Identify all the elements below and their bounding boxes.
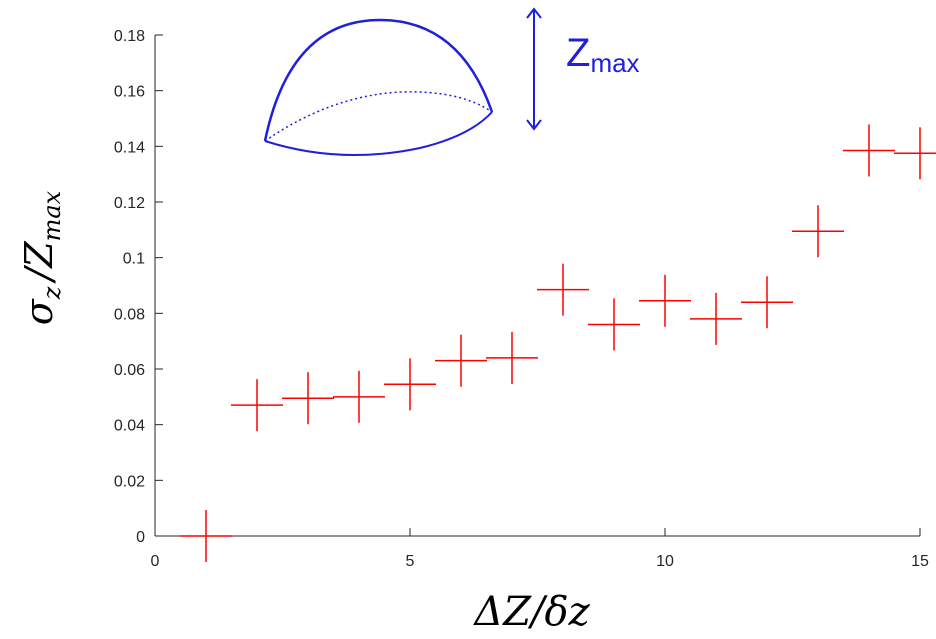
data-point-marker <box>537 263 589 316</box>
data-point-marker <box>690 292 742 345</box>
y-axis-title-mid: /Z <box>17 241 61 285</box>
y-tick-label: 0.02 <box>114 473 145 490</box>
inset-diagram: Zmax <box>263 7 640 157</box>
data-point-marker <box>843 124 895 177</box>
x-axis-title: ΔZ/δz <box>472 589 590 635</box>
y-tick-label: 0.1 <box>123 251 145 268</box>
dome-base-back <box>264 91 493 142</box>
y-axis-title: σz/Zmax <box>17 190 66 325</box>
dome-shape-icon <box>263 18 494 142</box>
inset-label: Zmax <box>566 31 640 78</box>
x-tick-label: 15 <box>911 553 929 570</box>
y-tick-label: 0.16 <box>114 84 145 101</box>
axes: 0 5 10 15 00.020.040.060.080.10.120.140.160… <box>114 28 929 570</box>
data-point-marker <box>180 510 232 562</box>
y-tick-label: 0.06 <box>114 362 145 379</box>
x-tick-label: 0 <box>151 553 160 570</box>
y-axis-title-sigma: σ <box>17 298 61 325</box>
y-tick-label: 0 <box>136 529 145 546</box>
inset-label-main: Z <box>566 31 590 75</box>
y-ticks: 0 0.02 0.04 0.06 0.08 0.1 0.12 0.14 0.16 0.18 <box>114 28 163 546</box>
double-arrow-icon <box>526 7 542 131</box>
data-point-marker <box>282 372 334 425</box>
data-points <box>180 124 936 562</box>
y-tick-label: 0.08 <box>114 306 145 323</box>
data-point-marker <box>333 370 385 423</box>
data-point-marker <box>231 379 283 432</box>
x-axis-title-text: ΔZ/δz <box>472 589 590 635</box>
data-point-marker <box>588 298 640 351</box>
data-point-marker <box>741 276 793 329</box>
dome-base-front <box>264 111 493 157</box>
x-tick-label: 10 <box>656 553 674 570</box>
y-axis-title-max: max <box>38 190 66 241</box>
data-point-marker <box>639 274 691 327</box>
inset-label-sub: max <box>590 48 639 78</box>
data-point-marker <box>435 334 487 387</box>
y-axis-title-sub: z <box>38 286 66 300</box>
data-point-marker <box>384 358 436 411</box>
y-tick-label: 0.04 <box>114 418 145 435</box>
y-tick-label: 0.18 <box>114 28 145 45</box>
y-tick-label: 0.12 <box>114 195 145 212</box>
data-point-marker <box>792 205 844 258</box>
data-point-marker <box>894 127 936 180</box>
data-point-marker <box>486 331 538 384</box>
x-ticks: 0 5 10 15 <box>151 528 929 570</box>
x-tick-label: 5 <box>406 553 415 570</box>
y-tick-label: 0.14 <box>114 139 145 156</box>
